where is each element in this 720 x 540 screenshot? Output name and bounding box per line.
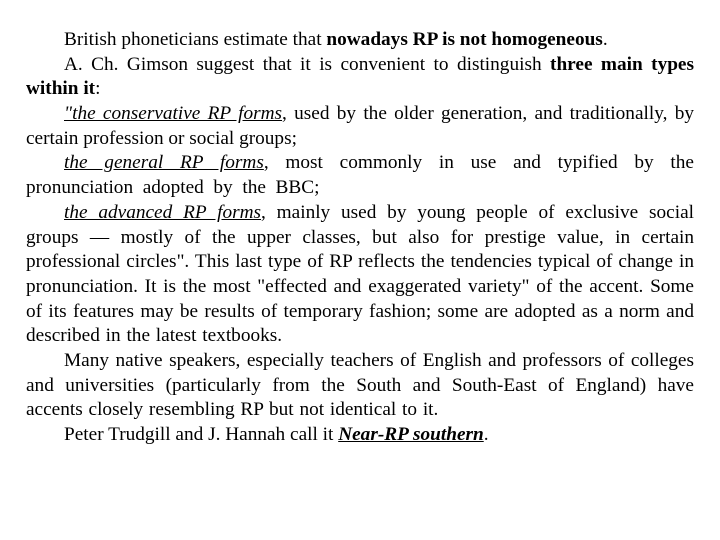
p2-text-a: A. Ch. Gimson suggest that it is conveni… — [64, 54, 550, 75]
paragraph-1: British phoneticians estimate that nowad… — [26, 28, 694, 53]
p7-bold-italic-underline: Near-RP southern — [338, 424, 484, 445]
p5-text-b: , mainly used by young people of exclusi… — [26, 202, 694, 346]
p1-text-c: . — [603, 29, 608, 50]
paragraph-5: the advanced RP forms, mainly used by yo… — [26, 201, 694, 349]
p1-bold: nowadays RP is not homogeneous — [326, 29, 602, 50]
p3-italic-underline: "the conservative RP forms — [64, 103, 282, 124]
paragraph-2: A. Ch. Gimson suggest that it is conveni… — [26, 53, 694, 102]
paragraph-6: Many native speakers, especially teacher… — [26, 349, 694, 423]
p7-text-a: Peter Trudgill and J. Hannah call it — [64, 424, 338, 445]
paragraph-3: "the conservative RP forms, used by the … — [26, 102, 694, 151]
p2-text-c: : — [95, 78, 100, 99]
p5-italic-underline: the advanced RP forms — [64, 202, 261, 223]
paragraph-7: Peter Trudgill and J. Hannah call it Nea… — [26, 423, 694, 448]
p6-text: Many native speakers, especially teacher… — [26, 350, 694, 420]
p4-italic-underline: the general RP forms — [64, 152, 264, 173]
p7-text-c: . — [484, 424, 489, 445]
paragraph-4: the general RP forms, most commonly in u… — [26, 151, 694, 200]
document-page: British phoneticians estimate that nowad… — [0, 0, 720, 468]
p1-text-a: British phoneticians estimate that — [64, 29, 326, 50]
